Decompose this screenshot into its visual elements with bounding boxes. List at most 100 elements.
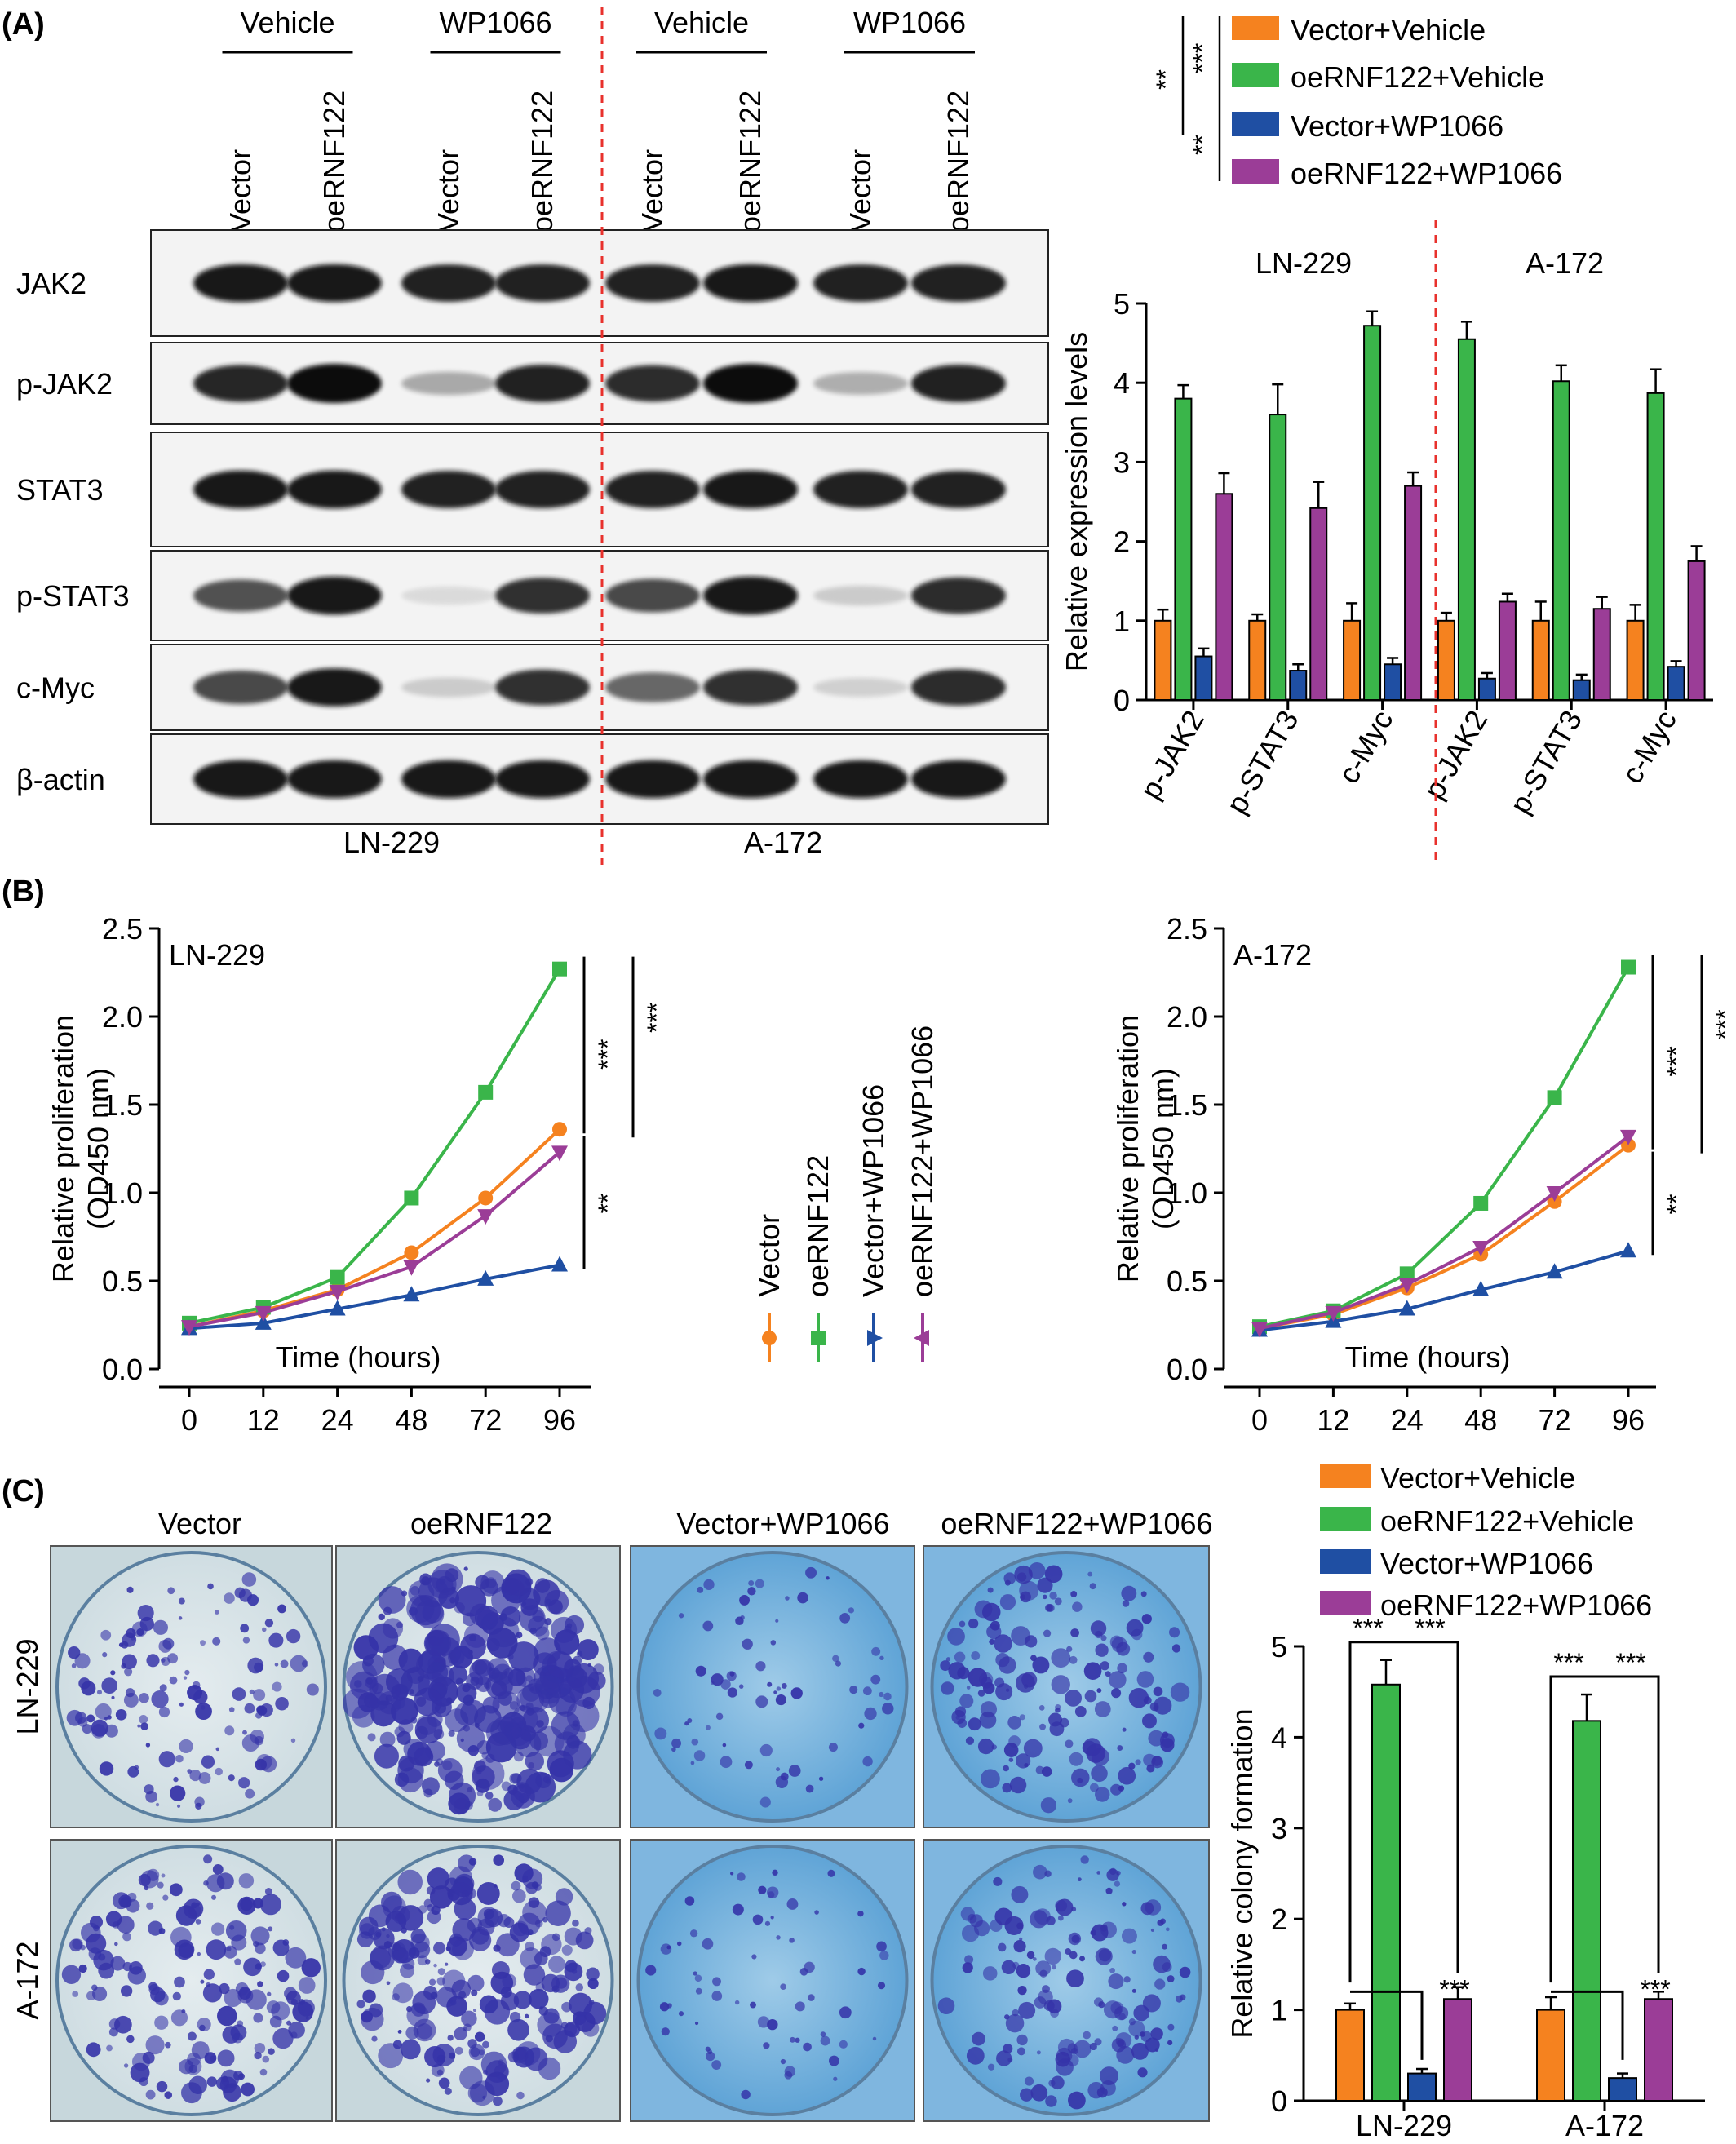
colony — [968, 1618, 979, 1629]
colony — [500, 1606, 521, 1627]
colony — [255, 1758, 268, 1771]
colony — [100, 1629, 112, 1641]
colony — [367, 1733, 376, 1742]
colony — [433, 1963, 437, 1968]
lane-label: oeRNF122 — [525, 91, 559, 233]
colony — [1176, 1995, 1184, 2003]
colony — [828, 2055, 839, 2066]
colony — [110, 1956, 126, 1971]
colony — [301, 1958, 321, 1978]
colony — [569, 1992, 593, 2017]
legend-swatch — [1232, 159, 1279, 184]
colony — [290, 1655, 308, 1672]
colony — [790, 1687, 803, 1699]
colony — [137, 1724, 141, 1728]
colony — [161, 1873, 166, 1878]
colony — [114, 1942, 118, 1947]
colony — [989, 1638, 995, 1645]
colony — [1141, 1614, 1152, 1624]
blot-band — [703, 364, 798, 403]
colony — [98, 1962, 115, 1979]
colony — [474, 2031, 485, 2042]
colony — [392, 1644, 397, 1649]
colony — [203, 1854, 213, 1864]
y-axis-label: Relative expression levels — [1060, 332, 1093, 671]
colony — [167, 1587, 175, 1595]
colony — [1066, 1646, 1073, 1653]
colony — [507, 2018, 529, 2041]
colony — [467, 1787, 472, 1793]
colony — [1169, 1627, 1180, 1638]
colony — [242, 1637, 250, 1644]
colony — [1132, 1950, 1136, 1955]
bar — [1248, 619, 1267, 701]
colony — [987, 2063, 995, 2071]
colony — [198, 1772, 211, 1784]
colony — [1009, 1776, 1027, 1794]
colony — [285, 1947, 307, 1969]
colony — [1016, 2034, 1028, 2046]
y-tick-label: 1 — [1114, 605, 1130, 638]
colony — [1131, 2042, 1149, 2060]
colony — [477, 1907, 499, 1929]
colony — [545, 1779, 551, 1784]
lane-label: Vector — [224, 149, 257, 233]
significance-label: *** — [1415, 1614, 1445, 1643]
series-line — [1259, 966, 1630, 1329]
colony — [1154, 1696, 1172, 1715]
colony — [362, 1653, 385, 1677]
colony — [374, 1743, 400, 1769]
colony — [151, 1690, 169, 1708]
x-axis-label: Time (hours) — [276, 1340, 441, 1374]
treatment-label: Vehicle — [240, 6, 334, 39]
panel-label-b: (B) — [2, 875, 45, 909]
blot-band — [911, 365, 1006, 402]
blot-row-label: β-actin — [16, 763, 105, 796]
colony — [392, 2040, 402, 2049]
blot-band — [703, 576, 798, 615]
colony — [413, 2018, 436, 2042]
significance-label: *** — [1553, 1648, 1583, 1677]
significance-label: *** — [642, 1003, 671, 1033]
colony — [572, 1919, 579, 1927]
colony — [413, 1687, 442, 1717]
colony — [463, 1624, 489, 1648]
colony — [512, 2046, 527, 2061]
colony — [1049, 1721, 1065, 1737]
data-point — [1472, 1240, 1490, 1256]
colony — [1013, 1939, 1026, 1953]
colony — [482, 2040, 489, 2049]
cell-line-label-a172: A-172 — [744, 826, 822, 859]
panel-label-a: (A) — [2, 7, 45, 42]
colony — [767, 1886, 779, 1898]
bar — [1404, 485, 1423, 701]
colony — [1079, 1956, 1085, 1962]
colony — [354, 1680, 362, 1688]
colony — [775, 1694, 786, 1706]
colony — [848, 1607, 855, 1614]
colony — [522, 1868, 543, 1889]
colony — [1051, 1648, 1071, 1668]
colony — [381, 1927, 386, 1932]
colony — [1153, 1955, 1171, 1973]
colony — [104, 1717, 108, 1721]
x-tick-label: 48 — [395, 1403, 427, 1437]
y-tick-label: 2.5 — [1167, 912, 1207, 946]
colony — [996, 2050, 1012, 2066]
colony — [653, 1689, 662, 1697]
colony — [711, 1991, 723, 2001]
data-point — [1620, 1129, 1636, 1145]
colony — [126, 2035, 135, 2044]
colony — [164, 2091, 173, 2099]
blot-band — [193, 760, 288, 799]
colony — [981, 1677, 993, 1689]
colony — [734, 2000, 740, 2005]
western-blot: JAK2 p-JAK2 STAT3 p-STAT3 c-Myc β-actin — [16, 229, 1049, 825]
colony — [245, 1788, 255, 1799]
colony — [216, 2076, 230, 2090]
colony — [710, 1681, 715, 1686]
colony — [678, 1613, 684, 1619]
colony — [86, 2042, 101, 2058]
colony — [1080, 1855, 1089, 1864]
colony — [424, 2046, 446, 2068]
